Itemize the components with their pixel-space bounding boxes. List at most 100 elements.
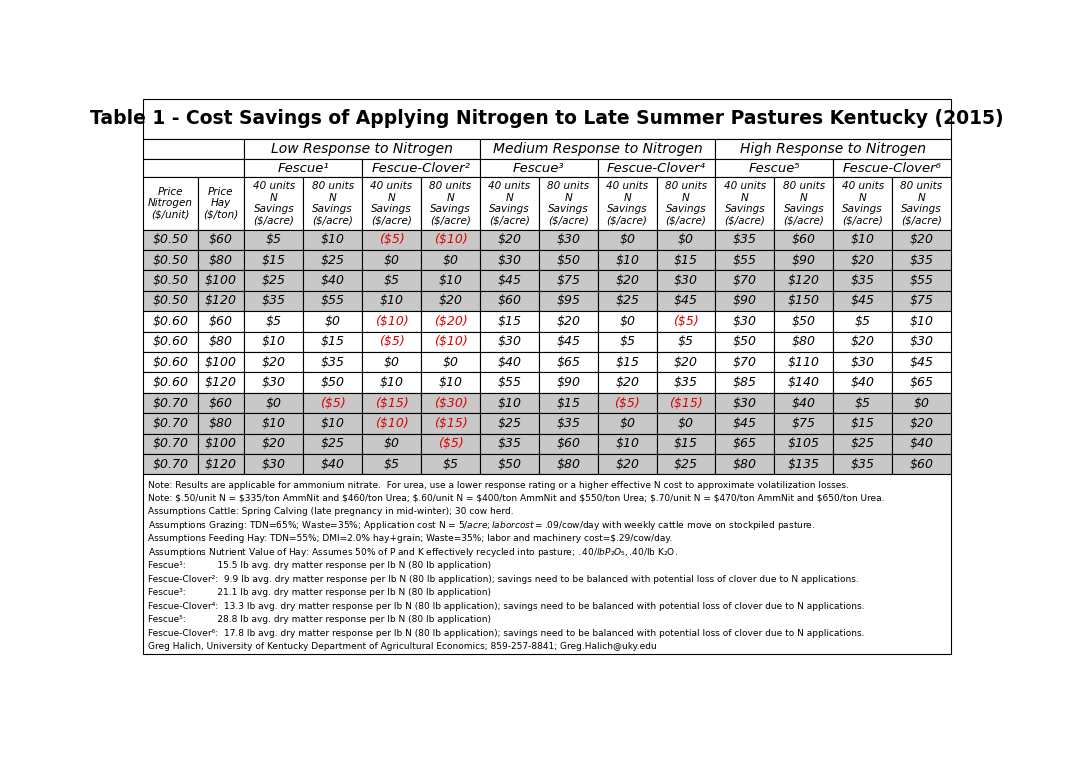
Bar	[421, 393, 480, 413]
Text: $45: $45	[497, 274, 522, 287]
Bar	[197, 413, 244, 434]
Text: $50: $50	[497, 458, 522, 471]
Bar	[656, 271, 716, 291]
Bar	[303, 250, 362, 271]
Bar	[716, 291, 775, 312]
Text: ($30): ($30)	[433, 396, 467, 409]
Text: $25: $25	[261, 274, 286, 287]
Bar	[421, 291, 480, 312]
Bar	[303, 454, 362, 475]
Text: Assumptions Nutrient Value of Hay: Assumes 50% of P and K effectively recycled i: Assumptions Nutrient Value of Hay: Assum…	[148, 546, 678, 559]
Bar	[598, 393, 656, 413]
Text: $15: $15	[261, 254, 286, 267]
Text: $30: $30	[556, 233, 580, 246]
Bar	[197, 393, 244, 413]
Bar	[656, 312, 716, 331]
Text: Fescue³: Fescue³	[513, 162, 564, 175]
Bar	[362, 413, 421, 434]
Bar	[656, 291, 716, 312]
Bar	[362, 434, 421, 454]
Text: $35: $35	[850, 274, 875, 287]
Bar	[143, 159, 244, 177]
Bar	[362, 372, 421, 393]
Text: $35: $35	[261, 294, 286, 308]
Bar	[775, 393, 833, 413]
Bar	[833, 352, 892, 372]
Text: $100: $100	[205, 274, 237, 287]
Text: $20: $20	[674, 356, 698, 368]
Text: $20: $20	[909, 233, 934, 246]
Bar	[303, 177, 362, 230]
Text: $25: $25	[674, 458, 698, 471]
Bar	[775, 312, 833, 331]
Bar	[656, 454, 716, 475]
Text: $15: $15	[497, 315, 522, 328]
Bar	[775, 413, 833, 434]
Text: Fescue¹:           15.5 lb avg. dry matter response per lb N (80 lb application): Fescue¹: 15.5 lb avg. dry matter respons…	[148, 562, 491, 570]
Bar	[539, 352, 598, 372]
Text: $35: $35	[733, 233, 757, 246]
Text: $0: $0	[383, 254, 399, 267]
Text: $0.50: $0.50	[153, 254, 188, 267]
Text: ($5): ($5)	[673, 315, 699, 328]
Bar	[892, 331, 951, 352]
Text: Fescue³:           21.1 lb avg. dry matter response per lb N (80 lb application): Fescue³: 21.1 lb avg. dry matter respons…	[148, 588, 491, 597]
Text: 80 units
N
Savings
($/acre): 80 units N Savings ($/acre)	[783, 181, 825, 226]
Text: $15: $15	[321, 335, 345, 348]
Text: $80: $80	[556, 458, 580, 471]
Text: $140: $140	[787, 376, 819, 389]
Bar	[716, 331, 775, 352]
Text: $90: $90	[792, 254, 816, 267]
Bar	[362, 159, 480, 177]
Bar	[244, 291, 303, 312]
Text: $100: $100	[205, 356, 237, 368]
Text: Note: Results are applicable for ammonium nitrate.  For urea, use a lower respon: Note: Results are applicable for ammoniu…	[148, 481, 849, 490]
Text: $5: $5	[266, 315, 282, 328]
Bar	[598, 372, 656, 393]
Text: $85: $85	[733, 376, 757, 389]
Bar	[598, 271, 656, 291]
Text: $30: $30	[497, 335, 522, 348]
Text: $50: $50	[556, 254, 580, 267]
Text: $35: $35	[850, 458, 875, 471]
Text: $40: $40	[792, 396, 816, 409]
Text: $20: $20	[497, 233, 522, 246]
Text: $50: $50	[733, 335, 757, 348]
Bar	[480, 393, 539, 413]
Bar	[421, 413, 480, 434]
Bar	[480, 177, 539, 230]
Text: $0: $0	[383, 437, 399, 450]
Bar	[480, 331, 539, 352]
Text: 40 units
N
Savings
($/acre): 40 units N Savings ($/acre)	[370, 181, 413, 226]
Bar	[833, 372, 892, 393]
Text: $70: $70	[733, 356, 757, 368]
Text: $110: $110	[787, 356, 819, 368]
Text: $0.70: $0.70	[153, 458, 188, 471]
Bar	[480, 454, 539, 475]
Text: $55: $55	[497, 376, 522, 389]
Bar	[892, 352, 951, 372]
Bar	[775, 372, 833, 393]
Bar	[244, 434, 303, 454]
Text: $10: $10	[909, 315, 934, 328]
Bar	[303, 372, 362, 393]
Bar	[833, 434, 892, 454]
Text: $0.60: $0.60	[153, 356, 188, 368]
Text: $20: $20	[615, 458, 639, 471]
Text: $5: $5	[266, 233, 282, 246]
Bar	[598, 250, 656, 271]
Bar	[303, 312, 362, 331]
Text: ($20): ($20)	[433, 315, 467, 328]
Text: $30: $30	[497, 254, 522, 267]
Text: $10: $10	[321, 233, 345, 246]
Bar	[480, 372, 539, 393]
Bar	[656, 413, 716, 434]
Bar	[244, 372, 303, 393]
Bar	[244, 331, 303, 352]
Text: $120: $120	[205, 376, 237, 389]
Bar	[421, 372, 480, 393]
Text: $0: $0	[678, 233, 694, 246]
Text: $80: $80	[209, 417, 233, 430]
Text: $5: $5	[443, 458, 459, 471]
Text: ($5): ($5)	[379, 233, 404, 246]
